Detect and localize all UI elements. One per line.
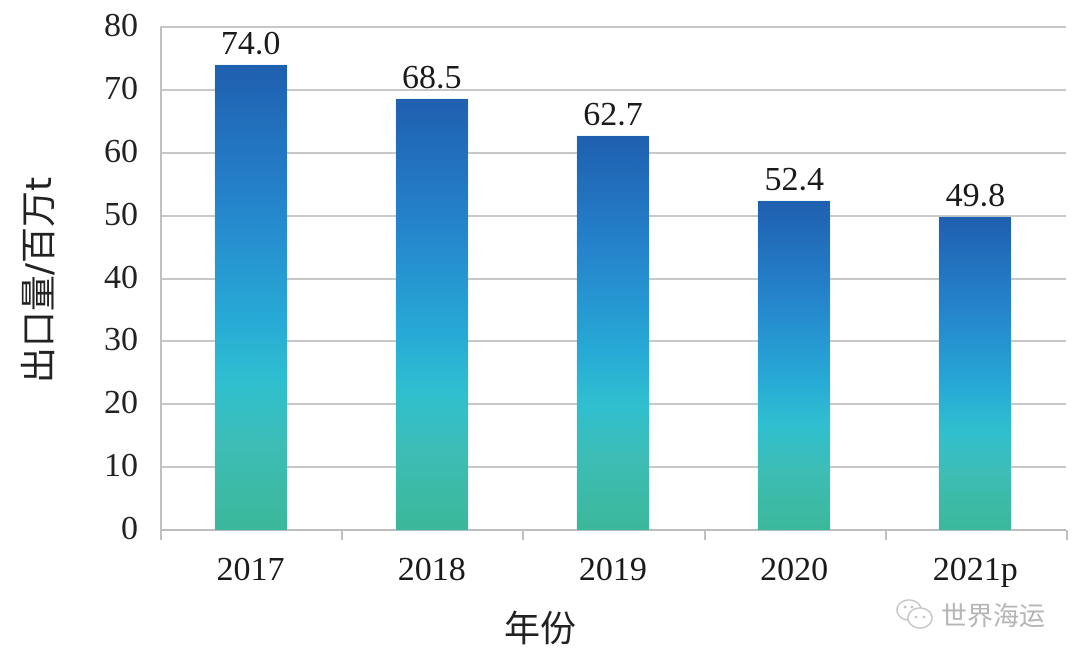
x-tick-mark: [160, 530, 162, 540]
x-category-label: 2019: [578, 551, 647, 588]
gridline: [160, 88, 1066, 91]
y-tick-label: 0: [121, 510, 138, 547]
x-tick-mark: [703, 530, 706, 540]
y-tick-label: 50: [104, 195, 138, 233]
x-category-label: 2021p: [932, 551, 1018, 588]
y-axis-line: [160, 27, 162, 539]
watermark-text: 世界海运: [941, 602, 1046, 632]
bar-2019: [577, 135, 649, 530]
x-tick-mark: [884, 530, 887, 540]
bar-2021p: [939, 216, 1012, 530]
value-label: 49.8: [945, 176, 1006, 214]
value-label: 68.5: [402, 59, 462, 97]
value-label: 62.7: [583, 95, 643, 133]
y-tick-label: 20: [104, 384, 138, 422]
y-tick-label: 60: [104, 132, 138, 170]
value-label: 74.0: [220, 24, 281, 62]
bar-2017: [214, 64, 287, 530]
y-tick-label: 80: [104, 7, 138, 44]
gridline: [160, 26, 1066, 28]
bar-2018: [395, 99, 468, 530]
x-tick-mark: [341, 530, 344, 540]
y-tick-label: 40: [104, 258, 138, 296]
y-tick-label: 70: [104, 69, 138, 107]
bar-2020: [758, 200, 831, 530]
x-tick-mark: [522, 530, 525, 540]
x-axis-line: [160, 529, 1066, 531]
y-tick-label: 30: [104, 321, 138, 359]
x-category-label: 2020: [760, 551, 829, 588]
value-label: 52.4: [764, 160, 824, 198]
y-axis-label: 出口量/百万t: [19, 176, 60, 384]
x-axis-label: 年份: [503, 609, 576, 650]
x-category-label: 2018: [397, 551, 466, 588]
x-tick-mark: [1066, 530, 1068, 540]
x-category-label: 2017: [216, 551, 285, 588]
y-tick-label: 10: [104, 447, 138, 485]
wechat-icon: [895, 598, 935, 632]
watermark: 世界海运: [895, 596, 1045, 633]
